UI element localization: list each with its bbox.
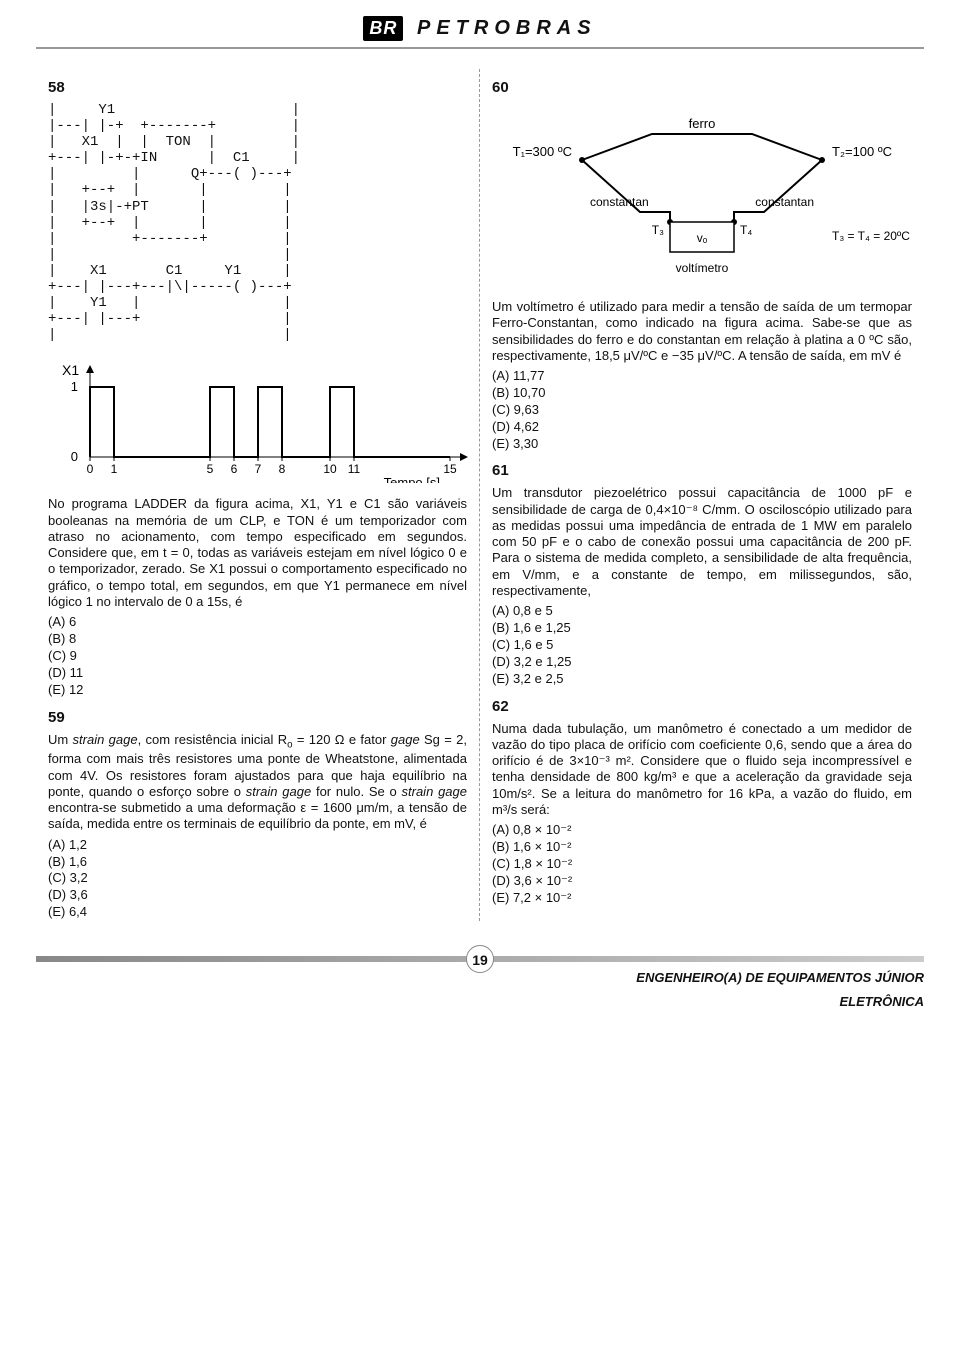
svg-text:10: 10: [323, 462, 337, 476]
q58-ladder-diagram: | Y1 | |---| |-+ +-------+ | | X1 | | TO…: [48, 102, 467, 343]
header: BR PETROBRAS: [36, 16, 924, 49]
svg-text:ferro: ferro: [689, 116, 716, 131]
option: (E) 3,2 e 2,5: [492, 671, 912, 688]
option: (B) 1,6 × 10⁻²: [492, 839, 912, 856]
q62-number: 62: [492, 698, 912, 715]
option: (C) 1,8 × 10⁻²: [492, 856, 912, 873]
option: (A) 0,8 e 5: [492, 603, 912, 620]
q61-text: Um transdutor piezoelétrico possui capac…: [492, 485, 912, 599]
svg-text:T₂=100 ºC: T₂=100 ºC: [832, 144, 892, 159]
brand-name: PETROBRAS: [417, 17, 597, 39]
svg-text:6: 6: [231, 462, 238, 476]
q60-diagram-svg: ferro T₁=300 ºC T₂=100 ºC constantan constan…: [492, 102, 912, 282]
svg-text:vₒ: vₒ: [697, 231, 708, 245]
svg-text:8: 8: [279, 462, 286, 476]
q58-chart-svg: 01X1015678101115Tempo [s]: [48, 353, 468, 483]
option: (D) 3,2 e 1,25: [492, 654, 912, 671]
exam-page: BR PETROBRAS 58 | Y1 | |---| |-+ +------…: [0, 0, 960, 1371]
svg-text:T₁=300 ºC: T₁=300 ºC: [513, 144, 572, 159]
option: (C) 3,2: [48, 870, 467, 887]
page-number: 19: [466, 945, 494, 973]
q59-t6: encontra-se submetido a uma deformação ε…: [48, 800, 467, 831]
q58-options: (A) 6(B) 8(C) 9(D) 11(E) 12: [48, 614, 467, 698]
q59-i2: gage: [391, 732, 420, 747]
br-logo: BR: [363, 16, 403, 41]
svg-text:constantan: constantan: [590, 195, 649, 209]
svg-text:15: 15: [443, 462, 457, 476]
svg-text:5: 5: [207, 462, 214, 476]
option: (C) 1,6 e 5: [492, 637, 912, 654]
q60-number: 60: [492, 79, 912, 96]
svg-text:Tempo [s]: Tempo [s]: [384, 475, 440, 483]
svg-text:voltímetro: voltímetro: [676, 261, 729, 275]
option: (E) 6,4: [48, 904, 467, 921]
option: (D) 4,62: [492, 419, 912, 436]
option: (B) 10,70: [492, 385, 912, 402]
svg-text:T₃ = T₄ = 20ºC: T₃ = T₄ = 20ºC: [832, 229, 910, 243]
option: (C) 9,63: [492, 402, 912, 419]
q58-timing-chart: 01X1015678101115Tempo [s]: [48, 353, 467, 486]
q59-text: Um strain gage, com resistência inicial …: [48, 732, 467, 833]
left-column: 58 | Y1 | |---| |-+ +-------+ | | X1 | |…: [36, 69, 480, 921]
option: (B) 1,6: [48, 854, 467, 871]
q59-i1: strain gage: [73, 732, 138, 747]
svg-text:T₃: T₃: [652, 223, 664, 237]
q59-t2: , com resistência inicial R: [138, 732, 288, 747]
footer: 19 ENGENHEIRO(A) DE EQUIPAMENTOS JÚNIOR …: [36, 945, 924, 1009]
q59-t5: for nulo. Se o: [311, 784, 401, 799]
q59-t3: = 120 Ω e fator: [293, 732, 391, 747]
q59-i4: strain gage: [402, 784, 467, 799]
q62-text: Numa dada tubulação, um manômetro é cone…: [492, 721, 912, 819]
q60-options: (A) 11,77(B) 10,70(C) 9,63(D) 4,62(E) 3,…: [492, 368, 912, 452]
option: (E) 3,30: [492, 436, 912, 453]
q58-text: No programa LADDER da figura acima, X1, …: [48, 496, 467, 610]
q62-options: (A) 0,8 × 10⁻²(B) 1,6 × 10⁻²(C) 1,8 × 10…: [492, 822, 912, 906]
option: (A) 6: [48, 614, 467, 631]
q59-i3: strain gage: [246, 784, 311, 799]
option: (A) 0,8 × 10⁻²: [492, 822, 912, 839]
q60-diagram: ferro T₁=300 ºC T₂=100 ºC constantan constan…: [492, 102, 912, 285]
svg-text:7: 7: [255, 462, 262, 476]
q60-text: Um voltímetro é utilizado para medir a t…: [492, 299, 912, 364]
svg-text:11: 11: [348, 462, 361, 476]
option: (A) 1,2: [48, 837, 467, 854]
option: (A) 11,77: [492, 368, 912, 385]
option: (B) 1,6 e 1,25: [492, 620, 912, 637]
svg-text:0: 0: [87, 462, 94, 476]
svg-text:T₄: T₄: [740, 223, 752, 237]
header-rule: [36, 47, 924, 49]
option: (C) 9: [48, 648, 467, 665]
q61-number: 61: [492, 462, 912, 479]
q58-number: 58: [48, 79, 467, 96]
option: (D) 11: [48, 665, 467, 682]
br-logo-text: BR: [363, 16, 403, 41]
option: (E) 7,2 × 10⁻²: [492, 890, 912, 907]
q59-t1: Um: [48, 732, 73, 747]
option: (D) 3,6 × 10⁻²: [492, 873, 912, 890]
q61-options: (A) 0,8 e 5(B) 1,6 e 1,25(C) 1,6 e 5(D) …: [492, 603, 912, 687]
svg-text:X1: X1: [62, 362, 79, 378]
right-column: 60 ferro T₁=300 ºC T₂=100 ºC constantan cons…: [480, 69, 924, 921]
svg-text:0: 0: [71, 449, 78, 464]
svg-text:constantan: constantan: [755, 195, 814, 209]
footer-title-2: ELETRÔNICA: [36, 994, 924, 1010]
svg-text:1: 1: [111, 462, 118, 476]
svg-text:1: 1: [71, 379, 78, 394]
option: (B) 8: [48, 631, 467, 648]
columns: 58 | Y1 | |---| |-+ +-------+ | | X1 | |…: [36, 69, 924, 921]
q59-number: 59: [48, 709, 467, 726]
option: (E) 12: [48, 682, 467, 699]
q59-options: (A) 1,2(B) 1,6(C) 3,2(D) 3,6(E) 6,4: [48, 837, 467, 921]
option: (D) 3,6: [48, 887, 467, 904]
